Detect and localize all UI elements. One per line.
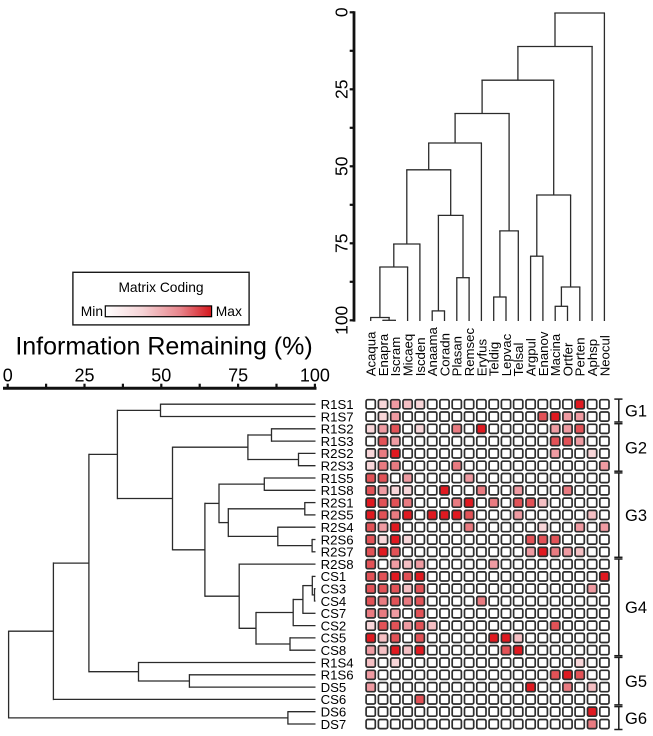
svg-text:Argpul: Argpul: [524, 338, 539, 376]
svg-text:CS7: CS7: [321, 606, 347, 621]
svg-text:DS7: DS7: [321, 717, 347, 732]
svg-text:CS8: CS8: [321, 643, 347, 658]
svg-text:Teldig: Teldig: [487, 342, 502, 376]
svg-text:50: 50: [332, 156, 352, 176]
svg-text:R1S6: R1S6: [321, 668, 354, 683]
svg-text:Plasan: Plasan: [450, 336, 465, 376]
svg-text:Enapra: Enapra: [376, 333, 391, 376]
svg-text:0: 0: [332, 7, 352, 17]
svg-text:50: 50: [151, 366, 171, 386]
svg-text:25: 25: [332, 80, 352, 99]
svg-text:R2S2: R2S2: [321, 446, 354, 461]
svg-text:Enanov: Enanov: [536, 331, 551, 376]
svg-text:Eryfus: Eryfus: [474, 339, 489, 377]
svg-text:DS5: DS5: [321, 680, 347, 695]
svg-text:Macina: Macina: [548, 333, 563, 376]
svg-text:R1S3: R1S3: [321, 434, 354, 449]
svg-text:Max: Max: [216, 304, 242, 319]
svg-text:DS6: DS6: [321, 705, 347, 720]
svg-text:Lepvac: Lepvac: [499, 333, 514, 376]
svg-text:Coradn: Coradn: [437, 333, 452, 376]
svg-text:Anaama: Anaama: [425, 327, 440, 377]
svg-text:CS2: CS2: [321, 618, 347, 633]
svg-text:R1S2: R1S2: [321, 422, 354, 437]
svg-text:0: 0: [3, 366, 13, 386]
svg-text:R2S5: R2S5: [321, 508, 354, 523]
svg-text:75: 75: [332, 234, 352, 253]
svg-text:Min: Min: [81, 304, 103, 319]
svg-text:Iscden: Iscden: [413, 337, 428, 376]
svg-text:Matrix Coding: Matrix Coding: [118, 280, 203, 295]
svg-text:CS4: CS4: [321, 594, 347, 609]
svg-text:CS3: CS3: [321, 582, 347, 597]
svg-text:G1: G1: [625, 402, 647, 420]
svg-text:G3: G3: [625, 507, 647, 525]
svg-text:Telsal: Telsal: [511, 343, 526, 377]
svg-text:Information Remaining (%): Information Remaining (%): [15, 333, 312, 361]
svg-text:G6: G6: [625, 710, 647, 728]
svg-text:Acaqua: Acaqua: [364, 331, 379, 376]
svg-text:100: 100: [300, 366, 330, 386]
svg-text:CS5: CS5: [321, 631, 347, 646]
svg-text:Neocul: Neocul: [597, 335, 612, 376]
svg-text:R2S1: R2S1: [321, 495, 354, 510]
svg-text:R1S5: R1S5: [321, 471, 354, 486]
svg-text:R1S4: R1S4: [321, 655, 354, 670]
svg-text:G4: G4: [625, 599, 647, 617]
svg-text:CS1: CS1: [321, 569, 347, 584]
svg-text:75: 75: [228, 366, 248, 386]
svg-text:R2S3: R2S3: [321, 459, 354, 474]
svg-text:Remsec: Remsec: [462, 328, 477, 377]
svg-text:25: 25: [74, 366, 94, 386]
svg-text:G2: G2: [625, 439, 647, 457]
svg-text:Perten: Perten: [573, 337, 588, 376]
svg-text:R2S6: R2S6: [321, 532, 354, 547]
svg-text:Iscram: Iscram: [388, 337, 403, 377]
svg-text:CS6: CS6: [321, 692, 347, 707]
svg-text:R2S7: R2S7: [321, 545, 354, 560]
svg-text:Aphsp: Aphsp: [585, 339, 600, 376]
svg-text:Micaeq: Micaeq: [401, 334, 416, 377]
svg-text:R1S7: R1S7: [321, 409, 354, 424]
svg-text:R2S4: R2S4: [321, 520, 354, 535]
svg-text:Ortfer: Ortfer: [560, 342, 575, 376]
svg-text:R2S8: R2S8: [321, 557, 354, 572]
svg-text:G5: G5: [625, 673, 647, 691]
svg-text:R1S1: R1S1: [321, 397, 354, 412]
svg-text:100: 100: [332, 305, 352, 334]
svg-text:R1S8: R1S8: [321, 483, 354, 498]
